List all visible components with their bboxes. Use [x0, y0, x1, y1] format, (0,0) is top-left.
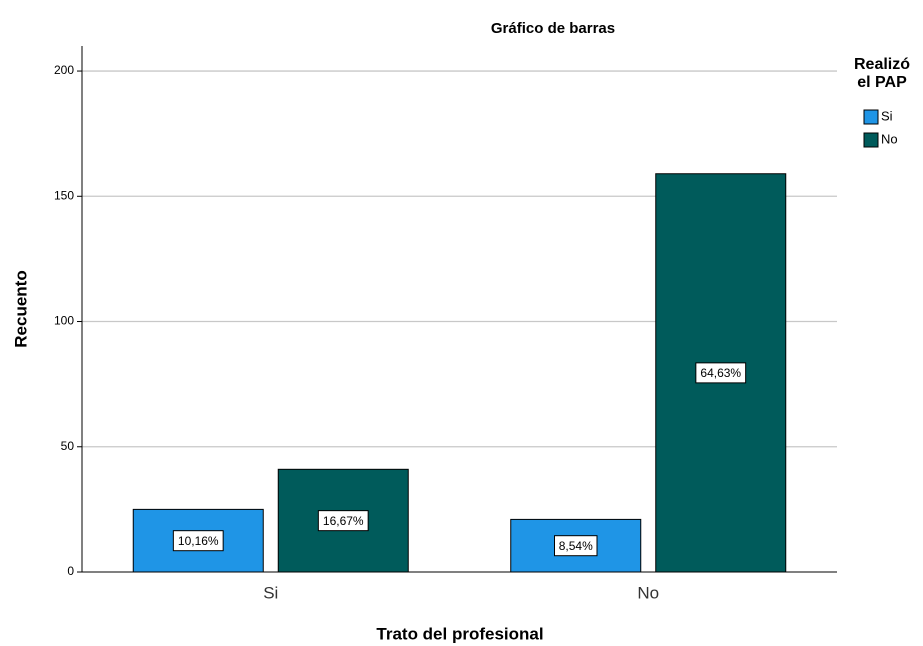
- y-tick-label: 200: [54, 63, 74, 77]
- data-label-box: [317, 510, 369, 532]
- legend-label: Si: [881, 108, 893, 123]
- data-label: 10,16%: [178, 534, 219, 548]
- x-tick-label: No: [637, 583, 659, 602]
- y-axis-label: Recuento: [11, 270, 30, 347]
- legend-title: Realizó: [854, 56, 910, 73]
- x-axis-label: Trato del profesional: [376, 624, 543, 643]
- data-label-box: [172, 530, 224, 552]
- data-label-box: [695, 362, 747, 384]
- y-tick-label: 0: [67, 564, 74, 578]
- legend-swatch: [863, 132, 879, 148]
- chart-title: Gráfico de barras: [491, 20, 615, 37]
- data-label: 16,67%: [323, 514, 364, 528]
- data-label: 64,63%: [700, 366, 741, 380]
- y-tick-label: 100: [54, 314, 74, 328]
- legend-swatch: [863, 109, 879, 125]
- legend-label: No: [881, 131, 898, 146]
- x-tick-label: Si: [263, 583, 278, 602]
- legend-title: el PAP: [857, 74, 907, 91]
- y-tick-label: 50: [61, 439, 75, 453]
- y-tick-label: 150: [54, 188, 74, 202]
- data-label-box: [554, 535, 598, 557]
- data-label: 8,54%: [559, 539, 593, 553]
